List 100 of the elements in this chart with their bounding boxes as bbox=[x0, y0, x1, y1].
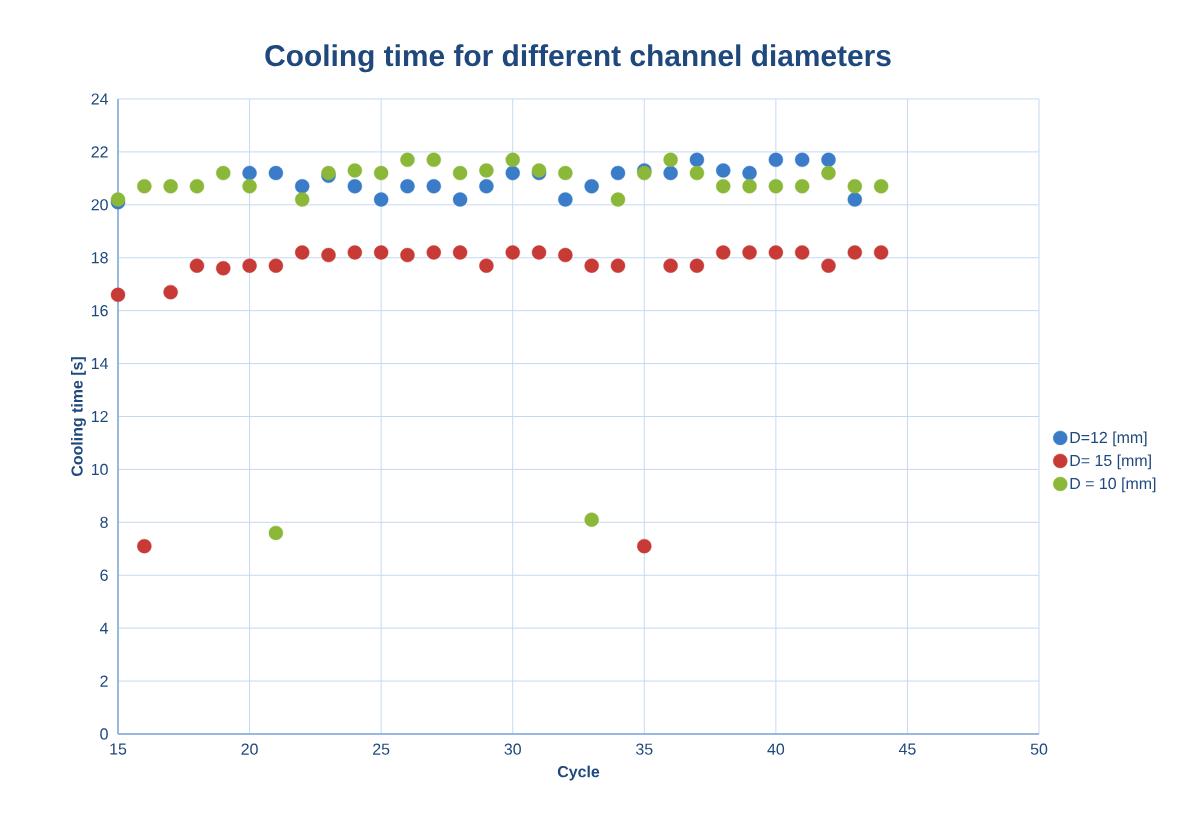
point bbox=[242, 179, 257, 194]
point bbox=[400, 179, 415, 194]
x-tick-label: 30 bbox=[504, 743, 521, 755]
point bbox=[610, 192, 626, 207]
point bbox=[373, 165, 389, 181]
x-tick-label: 15 bbox=[110, 743, 127, 755]
point bbox=[347, 163, 363, 178]
point bbox=[689, 258, 705, 273]
x-axis-title: Cycle bbox=[557, 765, 600, 781]
point bbox=[663, 258, 678, 273]
point bbox=[768, 152, 784, 168]
y-tick-label: 2 bbox=[100, 675, 108, 687]
point bbox=[742, 245, 757, 260]
point bbox=[400, 247, 415, 263]
point bbox=[321, 247, 336, 263]
point bbox=[742, 179, 757, 194]
y-tick-label: 10 bbox=[91, 463, 108, 476]
point bbox=[426, 245, 441, 260]
point bbox=[110, 287, 126, 302]
point bbox=[242, 165, 257, 181]
y-axis-title: Cooling time [s] bbox=[70, 357, 86, 477]
y-tick-label: 24 bbox=[91, 93, 109, 105]
point bbox=[189, 179, 205, 194]
point bbox=[689, 165, 705, 181]
point bbox=[794, 179, 810, 194]
point bbox=[242, 258, 257, 273]
point bbox=[558, 192, 573, 207]
x-tick-label: 35 bbox=[636, 743, 653, 755]
point bbox=[610, 258, 626, 273]
x-tick-label: 25 bbox=[373, 743, 390, 755]
point bbox=[558, 165, 573, 181]
x-tick-label: 45 bbox=[898, 743, 916, 755]
point bbox=[847, 192, 863, 207]
point bbox=[637, 538, 652, 554]
point bbox=[531, 245, 547, 260]
point bbox=[216, 165, 231, 181]
point bbox=[479, 163, 494, 178]
point bbox=[163, 179, 178, 194]
point bbox=[768, 179, 784, 194]
point bbox=[505, 245, 520, 260]
point bbox=[821, 258, 836, 273]
point bbox=[426, 179, 441, 194]
point bbox=[268, 525, 284, 541]
point bbox=[794, 245, 810, 260]
point bbox=[295, 245, 310, 260]
point bbox=[452, 192, 468, 207]
point bbox=[584, 179, 599, 194]
point bbox=[584, 258, 599, 273]
y-tick-label: 14 bbox=[91, 358, 109, 370]
point bbox=[663, 152, 678, 168]
point bbox=[479, 258, 494, 273]
x-tick-label: 50 bbox=[1030, 743, 1048, 755]
point bbox=[742, 165, 757, 181]
point bbox=[558, 247, 573, 263]
y-tick-label: 0 bbox=[100, 728, 108, 740]
chart-title: Cooling time for different channel diameters bbox=[265, 44, 891, 73]
point bbox=[689, 152, 705, 168]
point bbox=[295, 179, 310, 194]
y-tick-label: 20 bbox=[91, 199, 108, 211]
point bbox=[452, 245, 468, 260]
point bbox=[426, 152, 441, 168]
point bbox=[716, 179, 731, 194]
legend-label: D = 10 [mm] bbox=[1070, 477, 1156, 493]
point bbox=[505, 152, 520, 168]
point bbox=[452, 165, 468, 181]
y-tick-label: 22 bbox=[91, 146, 108, 158]
point bbox=[663, 165, 678, 181]
y-tick-label: 18 bbox=[91, 252, 108, 264]
point bbox=[479, 179, 494, 194]
y-tick-label: 16 bbox=[91, 305, 108, 317]
y-tick-label: 4 bbox=[99, 622, 109, 634]
point bbox=[295, 192, 310, 207]
point bbox=[400, 152, 415, 168]
point bbox=[847, 179, 863, 194]
point bbox=[768, 245, 784, 260]
point bbox=[716, 163, 731, 178]
point bbox=[873, 245, 889, 260]
point bbox=[821, 152, 836, 168]
point bbox=[821, 165, 836, 181]
point bbox=[794, 152, 810, 168]
x-tick-label: 20 bbox=[241, 743, 258, 755]
point bbox=[873, 179, 889, 194]
point bbox=[347, 179, 363, 194]
point bbox=[347, 245, 363, 260]
legend-label: D=12 [mm] bbox=[1070, 431, 1147, 447]
point bbox=[373, 192, 389, 207]
point bbox=[268, 165, 284, 181]
point bbox=[137, 538, 152, 554]
point bbox=[137, 179, 152, 194]
point bbox=[610, 165, 626, 181]
y-tick-label: 12 bbox=[91, 410, 108, 423]
point bbox=[268, 258, 284, 273]
y-tick-label: 6 bbox=[100, 569, 108, 581]
point bbox=[189, 258, 205, 273]
point bbox=[584, 512, 599, 527]
point bbox=[163, 284, 178, 300]
point bbox=[373, 245, 389, 260]
y-tick-label: 8 bbox=[100, 516, 108, 528]
x-tick-label: 40 bbox=[767, 743, 785, 755]
point bbox=[216, 261, 231, 276]
